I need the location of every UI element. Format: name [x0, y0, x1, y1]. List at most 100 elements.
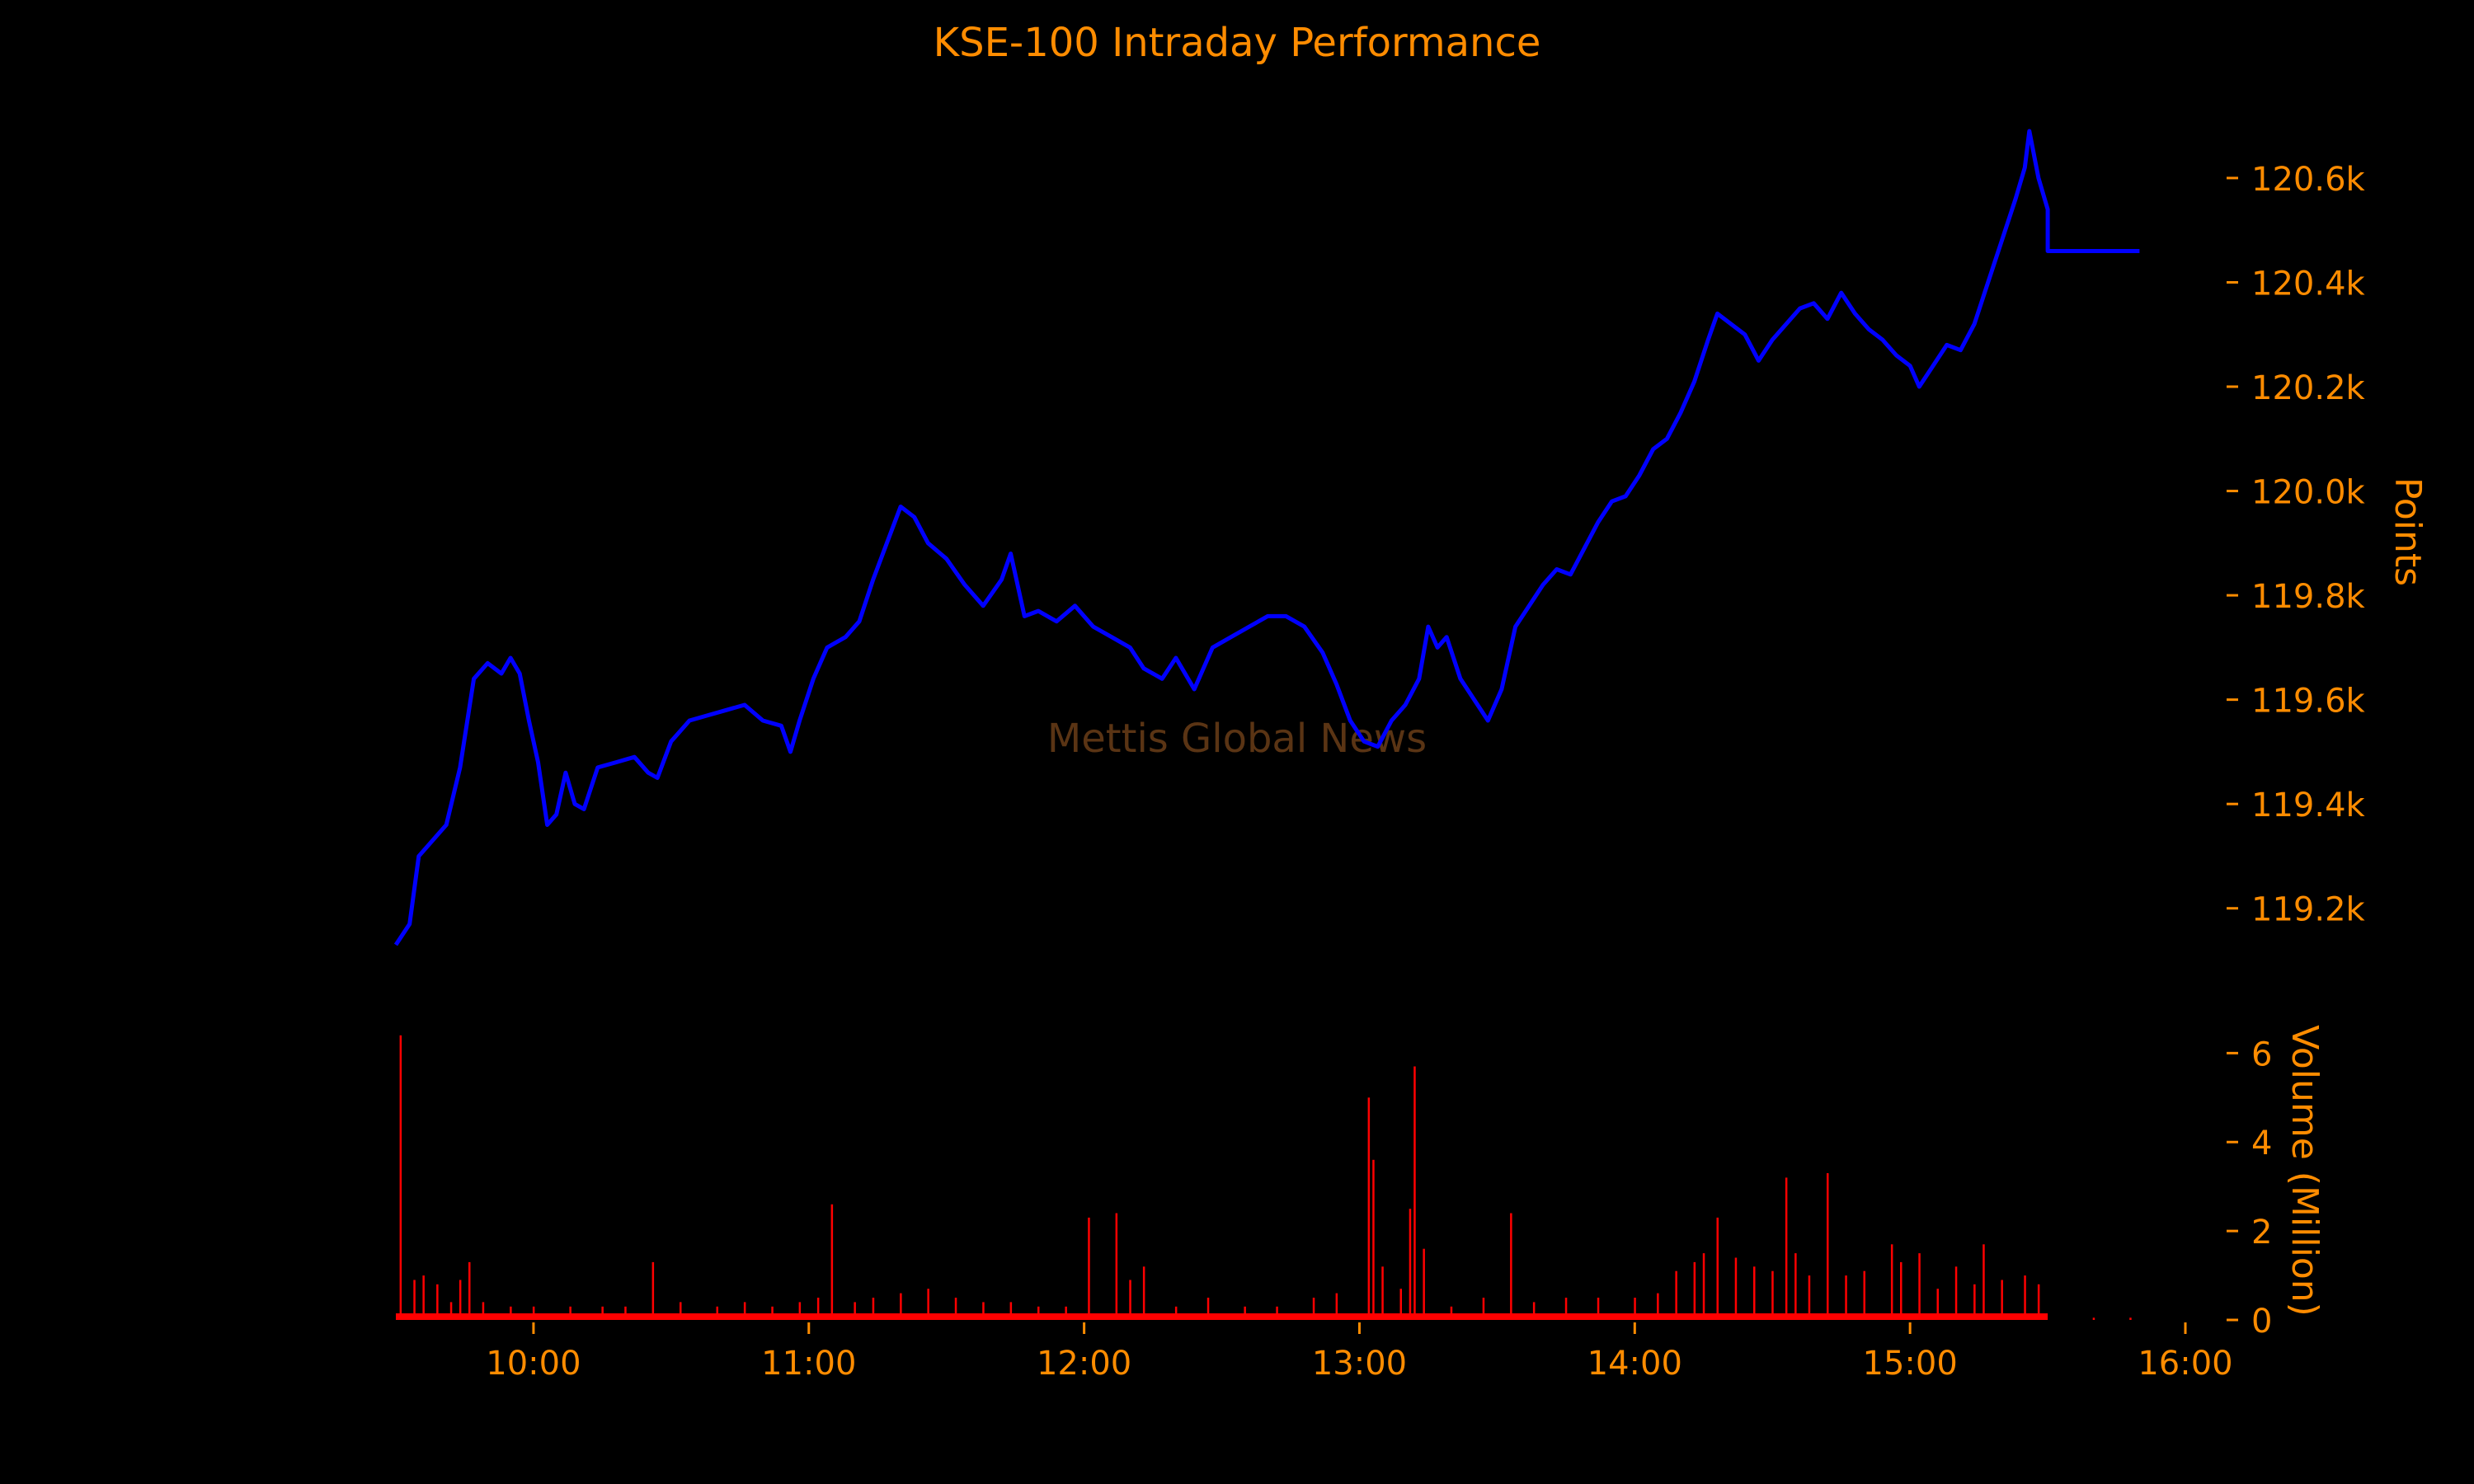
volume-bar [1450, 1306, 1453, 1320]
volume-bar [1367, 1097, 1371, 1320]
volume-bar [436, 1284, 439, 1320]
volume-bar [569, 1306, 571, 1320]
volume-bar [954, 1298, 957, 1320]
x-tick-label: 14:00 [1587, 1345, 1682, 1383]
volume-bar [872, 1298, 875, 1320]
x-tick-label: 15:00 [1863, 1345, 1958, 1383]
volume-baseline-strip [396, 1313, 2048, 1320]
x-tick-label: 12:00 [1037, 1345, 1131, 1383]
volume-bar [1597, 1298, 1600, 1320]
price-tick-label: 120.0k [2251, 474, 2366, 512]
volume-bar [1244, 1306, 1246, 1320]
volume-tick-label: 6 [2251, 1036, 2272, 1073]
price-tick-label: 120.6k [2251, 161, 2366, 199]
volume-bar [1510, 1213, 1512, 1320]
volume-bar [743, 1302, 746, 1320]
volume-axis-label: Volume (Million) [2284, 1025, 2326, 1317]
price-tick-label: 120.4k [2251, 265, 2366, 303]
volume-bar [1206, 1298, 1210, 1320]
volume-bar [1532, 1302, 1536, 1320]
volume-bar [1973, 1284, 1976, 1320]
volume-bar [1918, 1253, 1921, 1320]
volume-bar [1702, 1253, 1705, 1320]
volume-bar [422, 1275, 425, 1320]
volume-bar [798, 1302, 802, 1320]
volume-bar [1142, 1266, 1145, 1320]
volume-bar [1863, 1270, 1865, 1320]
volume-bar [459, 1280, 462, 1320]
volume-bar [1129, 1280, 1131, 1320]
price-tick-label: 119.2k [2251, 891, 2366, 929]
volume-bar [1088, 1217, 1090, 1320]
volume-bar [982, 1302, 985, 1320]
volume-bar [1009, 1302, 1013, 1320]
x-axis-ticks: 10:00 11:00 12:00 13:00 14:00 15:00 16:00 [486, 1322, 2233, 1383]
volume-bar [1399, 1289, 1402, 1320]
volume-bar [1845, 1275, 1847, 1320]
volume-bar [1900, 1261, 1903, 1320]
volume-bar [1716, 1217, 1719, 1320]
volume-bar [1634, 1298, 1636, 1320]
volume-bar [1482, 1298, 1485, 1320]
volume-bar [1827, 1173, 1829, 1320]
volume-bar [1954, 1266, 1958, 1320]
volume-bar [1734, 1257, 1738, 1320]
volume-bar [2024, 1275, 2026, 1320]
volume-tick-label: 4 [2251, 1125, 2272, 1162]
volume-bar [2092, 1317, 2095, 1320]
x-axis: 10:00 11:00 12:00 13:00 14:00 15:00 16:00 [486, 1322, 2233, 1383]
price-panel: 119.2k 119.4k 119.6k 119.8k 120.0k 120.2k 120.… [393, 129, 2429, 946]
volume-bar [1413, 1066, 1416, 1320]
volume-bar [1372, 1159, 1375, 1320]
volume-bar [2129, 1317, 2132, 1320]
volume-panel: 0 2 4 6 Volume (Million) [396, 1025, 2326, 1341]
volume-bar [510, 1306, 512, 1320]
price-axis-label: Points [2387, 477, 2429, 586]
volume-bar [771, 1306, 774, 1320]
volume-bar [1808, 1275, 1811, 1320]
volume-bar [680, 1302, 682, 1320]
volume-bar [1115, 1213, 1118, 1320]
volume-bar [1771, 1270, 1774, 1320]
volume-bar [1693, 1261, 1696, 1320]
volume-bar [449, 1302, 453, 1320]
volume-bar [1753, 1266, 1756, 1320]
x-tick-label: 10:00 [486, 1345, 581, 1383]
price-tick-label: 120.2k [2251, 369, 2366, 407]
volume-bar [1657, 1293, 1659, 1320]
volume-bar [1794, 1253, 1797, 1320]
volume-bar [1675, 1270, 1677, 1320]
volume-axis-ticks: 0 2 4 6 [2227, 1036, 2272, 1341]
chart-title: KSE-100 Intraday Performance [934, 20, 1541, 66]
volume-bar [651, 1261, 655, 1320]
volume-bar [1037, 1306, 1040, 1320]
volume-tick-label: 0 [2251, 1303, 2272, 1341]
volume-bar [1423, 1248, 1425, 1320]
volume-bar [1174, 1306, 1178, 1320]
volume-bar [468, 1261, 471, 1320]
volume-bar [1381, 1266, 1384, 1320]
volume-bar [399, 1035, 402, 1320]
volume-bars [396, 1035, 2132, 1320]
price-series-line [393, 129, 2140, 946]
volume-bar [1335, 1293, 1338, 1320]
price-tick-label: 119.6k [2251, 683, 2366, 721]
volume-bar [1564, 1298, 1568, 1320]
volume-bar [601, 1306, 604, 1320]
volume-bar [624, 1306, 627, 1320]
x-tick-label: 16:00 [2138, 1345, 2232, 1383]
volume-bar [2037, 1284, 2040, 1320]
volume-bar [2001, 1280, 2003, 1320]
volume-bar [1936, 1289, 1939, 1320]
volume-bar [716, 1306, 718, 1320]
volume-bar [830, 1204, 834, 1320]
volume-bar [1065, 1306, 1067, 1320]
volume-bar [1890, 1244, 1893, 1320]
watermark-text: Mettis Global News [1047, 716, 1427, 762]
volume-bar [1785, 1177, 1788, 1320]
volume-tick-label: 2 [2251, 1214, 2272, 1252]
volume-bar [1409, 1209, 1412, 1320]
